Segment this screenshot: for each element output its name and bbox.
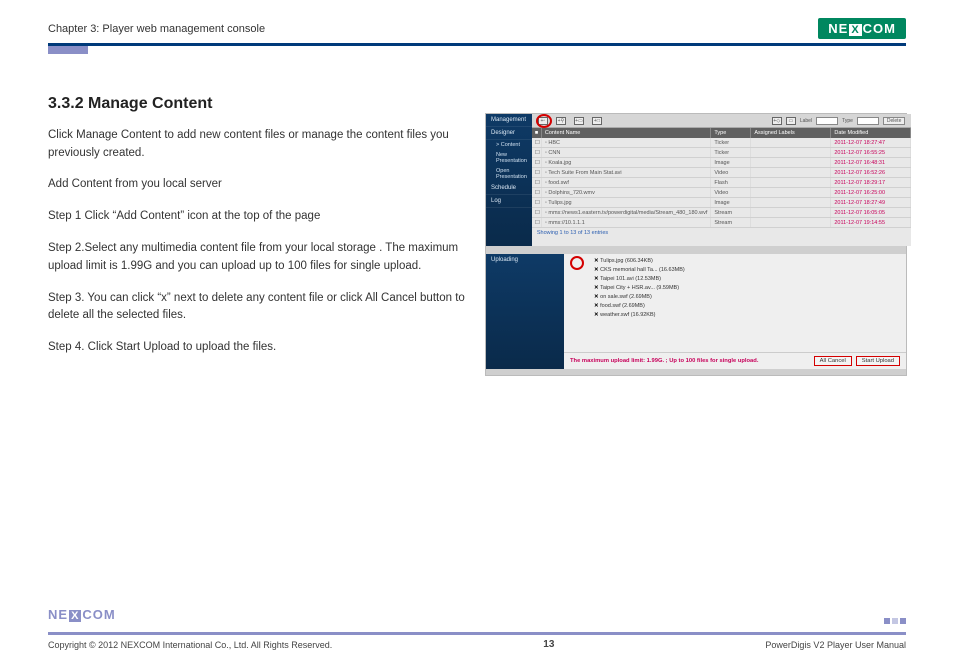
table-row[interactable]: ☐mms://news1.eastern.tv/powerdigital/med… — [532, 208, 911, 218]
section-heading: 3.3.2 Manage Content — [48, 92, 468, 117]
upload-item[interactable]: Taipei City + HSR.av... (9.59MB) — [594, 285, 898, 291]
footer-decoration — [884, 618, 906, 624]
col-name[interactable]: Content Name — [542, 128, 711, 138]
table-row[interactable]: ☐food.swfFlash2011-12-07 18:29:17 — [532, 178, 911, 188]
add-link-icon[interactable]: +⚲ — [556, 117, 566, 125]
upload-item[interactable]: Taipei 101.avi (12.53MB) — [594, 276, 898, 282]
table-row[interactable]: ☐CNNTicker2011-12-07 16:55:25 — [532, 148, 911, 158]
highlight-circle — [570, 256, 584, 270]
table-footer: Showing 1 to 13 of 13 entries — [532, 228, 911, 238]
paragraph: Step 1 Click “Add Content” icon at the t… — [48, 208, 468, 226]
col-checkbox[interactable]: ■ — [532, 128, 542, 138]
upload-limit-text: The maximum upload limit: 1.99G. ; Up to… — [570, 358, 810, 364]
app-screenshot: Management Designer > Content New Presen… — [485, 113, 907, 376]
upload-item[interactable]: food.swf (2.69MB) — [594, 303, 898, 309]
start-upload-button[interactable]: Start Upload — [856, 356, 900, 366]
table-row[interactable]: ☐Dolphins_720.wmvVideo2011-12-07 16:25:0… — [532, 188, 911, 198]
chapter-title: Chapter 3: Player web management console — [48, 23, 265, 35]
label-text: Label — [800, 118, 812, 124]
table-row[interactable]: ☐Koala.jpgImage2011-12-07 16:48:31 — [532, 158, 911, 168]
sidebar-item-log[interactable]: Log — [486, 195, 532, 208]
paragraph: Step 4. Click Start Upload to upload the… — [48, 339, 468, 357]
sidebar-item-management[interactable]: Management — [486, 114, 532, 127]
upload-item[interactable]: on sale.swf (2.69MB) — [594, 294, 898, 300]
col-date[interactable]: Date Modified — [831, 128, 911, 138]
sidebar-item-open-presentation[interactable]: Open Presentation — [486, 166, 532, 182]
brand-logo: NEXCOM — [818, 18, 906, 39]
accent-bar — [48, 46, 88, 54]
sidebar-item-new-presentation[interactable]: New Presentation — [486, 150, 532, 166]
table-row[interactable]: ☐Tech Suite From Main Stat.aviVideo2011-… — [532, 168, 911, 178]
sidebar-item-content[interactable]: > Content — [486, 140, 532, 150]
add-item-icon[interactable]: +□ — [592, 117, 602, 125]
footer-logo: NEXCOM — [48, 607, 116, 622]
upload-item[interactable]: Tulips.jpg (606.34KB) — [594, 258, 898, 264]
type-text: Type — [842, 118, 853, 124]
toolbar: +▫ +⚲ +▭ +□ +◇ ▭ Label Type Delete — [532, 114, 911, 128]
content-table: ■ Content Name Type Assigned Labels Date… — [532, 128, 911, 246]
col-type[interactable]: Type — [711, 128, 751, 138]
table-row[interactable]: ☐HBCTicker2011-12-07 18:27:47 — [532, 138, 911, 148]
paragraph: Step 3. You can click “x” next to delete… — [48, 290, 468, 326]
upload-panel: Tulips.jpg (606.34KB) CKS memorial hall T… — [564, 254, 906, 369]
copyright: Copyright © 2012 NEXCOM International Co… — [48, 640, 332, 650]
uploading-header: Uploading — [486, 254, 564, 266]
table-row[interactable]: ☐Tulips.jpgImage2011-12-07 18:27:49 — [532, 198, 911, 208]
col-labels[interactable]: Assigned Labels — [751, 128, 831, 138]
highlight-circle — [536, 114, 552, 128]
filter-icon[interactable]: +◇ — [772, 117, 782, 125]
page-footer: Copyright © 2012 NEXCOM International Co… — [48, 632, 906, 650]
sidebar: Management Designer > Content New Presen… — [486, 114, 532, 246]
type-select[interactable] — [857, 117, 879, 125]
table-row[interactable]: ☐mms://10.1.1.1Stream2011-12-07 19:14:55 — [532, 218, 911, 228]
sidebar-uploading: Uploading — [486, 254, 564, 369]
paragraph: Click Manage Content to add new content … — [48, 127, 468, 163]
page-header: Chapter 3: Player web management console… — [48, 18, 906, 46]
sidebar-item-designer[interactable]: Designer — [486, 127, 532, 140]
page-number: 13 — [543, 639, 554, 650]
label-select[interactable] — [816, 117, 838, 125]
tag-icon[interactable]: ▭ — [786, 117, 796, 125]
add-text-icon[interactable]: +▭ — [574, 117, 584, 125]
all-cancel-button[interactable]: All Cancel — [814, 356, 852, 366]
paragraph: Add Content from you local server — [48, 176, 468, 194]
upload-item[interactable]: CKS memorial hall Ta... (16.63MB) — [594, 267, 898, 273]
upload-list: Tulips.jpg (606.34KB) CKS memorial hall T… — [564, 254, 906, 352]
upload-item[interactable]: weather.swf (16.92KB) — [594, 312, 898, 318]
manual-name: PowerDigis V2 Player User Manual — [765, 640, 906, 650]
sidebar-item-schedule[interactable]: Schedule — [486, 182, 532, 195]
body-text: 3.3.2 Manage Content Click Manage Conten… — [48, 92, 468, 371]
delete-button[interactable]: Delete — [883, 117, 905, 125]
paragraph: Step 2.Select any multimedia content fil… — [48, 240, 468, 276]
